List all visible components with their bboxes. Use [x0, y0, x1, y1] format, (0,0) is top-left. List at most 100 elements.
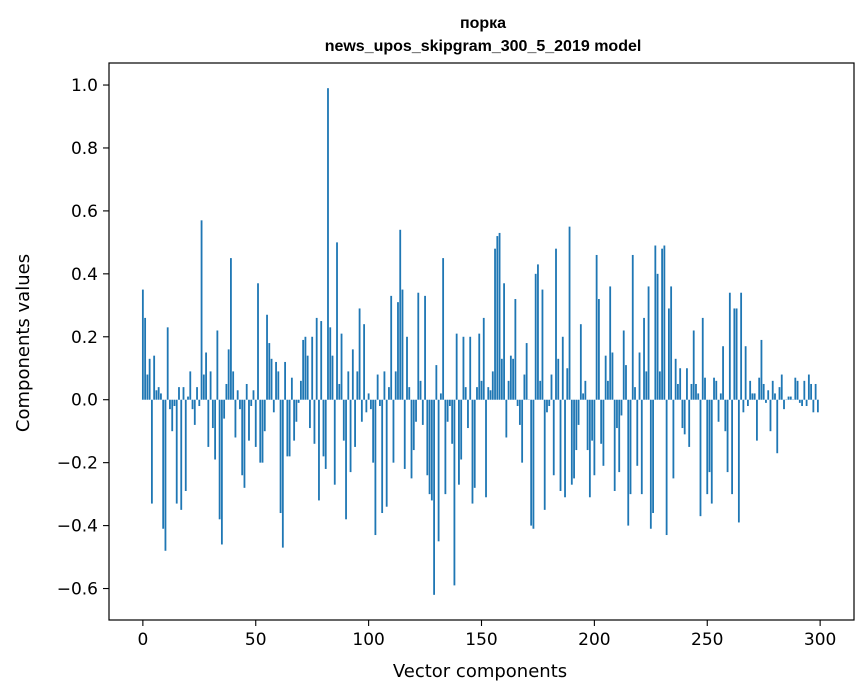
bar — [451, 399, 454, 444]
bar — [801, 399, 803, 407]
bar — [401, 289, 404, 400]
bar — [304, 336, 307, 400]
bar — [196, 387, 198, 400]
bar — [162, 399, 165, 529]
bar — [279, 399, 282, 514]
bar — [458, 399, 460, 485]
bar — [318, 399, 320, 501]
bar — [674, 358, 677, 400]
bar — [805, 399, 808, 407]
bar — [665, 399, 668, 536]
bar — [367, 393, 370, 400]
bar — [516, 399, 519, 407]
bar — [248, 399, 250, 441]
bar — [713, 377, 715, 400]
x-axis-label: Vector components — [393, 661, 567, 682]
bar — [439, 393, 442, 400]
bar — [575, 399, 578, 451]
bar — [706, 399, 709, 495]
bar — [297, 399, 300, 403]
bar — [656, 273, 659, 400]
bar — [232, 371, 235, 400]
bar — [216, 330, 219, 400]
bar — [356, 371, 359, 400]
bar — [485, 399, 487, 498]
bar — [397, 302, 399, 400]
bar — [324, 399, 327, 469]
bar — [588, 399, 591, 498]
bar — [277, 371, 280, 400]
bar — [735, 308, 738, 400]
bar — [311, 336, 314, 400]
bar — [464, 387, 467, 400]
bar — [245, 383, 248, 400]
bar — [695, 383, 697, 400]
bar — [634, 387, 636, 400]
bar — [749, 380, 752, 400]
bar — [173, 399, 176, 407]
bar — [810, 383, 813, 400]
bar — [473, 399, 476, 488]
y-tick-label: −0.4 — [57, 517, 98, 537]
x-tick-label: 100 — [352, 630, 384, 650]
bar — [345, 399, 347, 520]
bar — [794, 377, 797, 400]
bar — [150, 399, 153, 504]
bar — [166, 327, 169, 400]
bar — [645, 371, 648, 400]
bar — [284, 361, 286, 400]
bar — [489, 390, 492, 400]
bar — [412, 399, 415, 451]
bar — [340, 333, 343, 400]
bar — [315, 317, 318, 400]
bar — [573, 399, 575, 479]
bar — [728, 292, 731, 400]
bar — [487, 387, 490, 400]
y-tick-label: 0.8 — [71, 139, 98, 159]
bar — [266, 314, 268, 400]
bar — [198, 399, 201, 407]
bar — [796, 380, 799, 400]
bar — [270, 358, 273, 400]
bar — [302, 339, 305, 400]
bar — [559, 399, 562, 491]
bar — [776, 399, 779, 454]
bar — [746, 399, 749, 407]
bar — [331, 355, 334, 400]
y-tick-label: 0.6 — [71, 202, 98, 222]
bar — [627, 399, 630, 526]
bar — [584, 380, 587, 400]
bar — [299, 380, 302, 400]
bar — [652, 399, 654, 514]
bar — [293, 399, 296, 441]
bar — [306, 355, 309, 400]
bar — [250, 399, 253, 407]
bar — [469, 336, 472, 400]
bar — [814, 383, 817, 400]
bar — [518, 399, 521, 425]
bar — [579, 324, 582, 400]
bar — [760, 339, 763, 400]
bar — [141, 289, 144, 400]
bar — [774, 393, 776, 400]
x-tick-label: 300 — [804, 630, 836, 650]
bar — [561, 336, 564, 400]
bar — [426, 399, 429, 476]
bar — [157, 387, 160, 400]
bar — [288, 399, 291, 457]
bar — [257, 283, 259, 400]
bar — [724, 399, 727, 432]
bar — [708, 399, 711, 473]
bar — [363, 324, 366, 400]
bar — [388, 387, 390, 400]
bar — [421, 399, 424, 425]
bar — [570, 399, 573, 485]
bar — [281, 399, 284, 548]
bar — [455, 333, 458, 400]
bar — [261, 399, 264, 463]
bar — [769, 399, 772, 432]
bar — [654, 245, 657, 400]
bar — [415, 399, 417, 422]
y-tick-label: 0.4 — [71, 265, 98, 285]
bar — [252, 390, 255, 400]
